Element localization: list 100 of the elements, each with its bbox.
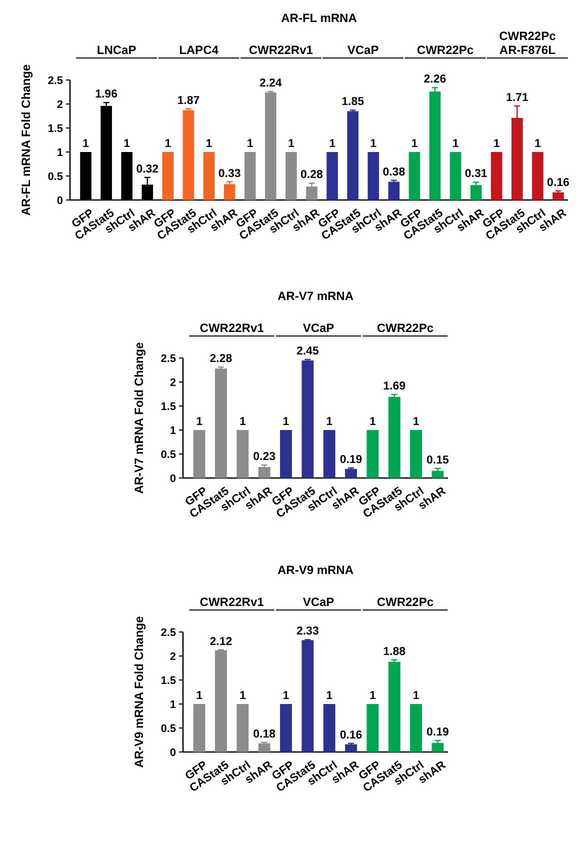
data-label: 0.32 [136,163,159,176]
data-label: 1 [246,138,254,150]
data-label: 1 [196,416,204,428]
data-label: 1 [369,416,376,428]
bar [162,152,174,200]
text: VCaP [302,321,334,335]
bar [388,662,400,752]
bar [323,430,336,478]
y-tick-label: 1 [170,698,176,711]
y-axis-title: AR-FL mRNA Fold Change [19,64,33,216]
data-label: 0.19 [340,454,362,466]
text: VCaP [347,43,379,57]
y-tick-label: 2 [56,98,63,111]
data-label: 1.87 [177,94,200,107]
bar [345,468,357,478]
text: LAPC4 [179,43,219,57]
bar [432,742,444,752]
y-axis-title: AR-V7 mRNA Fold Change [132,342,146,494]
data-label: 1.69 [383,380,406,392]
data-label: 1 [534,138,542,150]
y-tick-label: 0 [170,472,176,485]
data-label: 0.31 [464,168,488,180]
bar [368,152,380,200]
bar [366,704,379,752]
chart-title: AR-V7 mRNA [277,289,354,303]
data-label: 1 [196,690,204,702]
data-label: 2.12 [210,636,232,648]
data-label: 1 [239,416,246,428]
bar [345,744,357,752]
y-axis-title: AR-V9 mRNA Fold Change [132,616,146,768]
bar [429,92,441,200]
data-label: 0.38 [382,166,406,178]
text: CWR22Pc [416,43,474,57]
bar [302,640,314,752]
data-label: 1 [326,690,334,702]
data-label: 1 [369,690,376,702]
bar [182,110,194,200]
data-label: 0.15 [426,454,450,466]
data-label: 1 [282,690,290,702]
data-label: 1 [288,138,295,150]
y-tick-label: 0.5 [160,722,176,735]
bar [410,704,422,752]
text: CWR22Pc [376,321,434,335]
data-label: 2.24 [259,78,282,90]
y-tick-label: 1 [170,424,176,437]
y-tick-label: 1.5 [160,674,176,687]
data-label: 1 [412,416,420,428]
bar [236,430,249,478]
y-tick-label: 0.5 [48,170,63,183]
y-tick-label: 2 [170,650,176,663]
bar [203,152,215,200]
text: LNCaP [96,43,136,57]
chart-title: AR-FL mRNA [281,11,358,25]
data-label: 1 [329,138,336,150]
bar [280,430,292,478]
y-tick-label: 2.5 [160,352,176,365]
data-label: 2.45 [296,345,320,358]
bar [408,152,420,200]
data-label: 1.88 [383,646,406,658]
chart-title: AR-V9 mRNA [277,563,354,577]
data-label: 1 [452,138,460,150]
text: CWR22Pc AR-F876L [499,29,556,57]
y-tick-label: 0 [170,746,176,759]
bar [388,182,400,200]
data-label: 1.85 [342,96,365,108]
bar [193,704,206,752]
bar [306,186,318,200]
data-label: 1 [206,138,213,150]
data-label: 1 [282,416,290,428]
data-label: 1 [239,690,246,702]
data-label: 1 [412,690,420,702]
data-label: 0.19 [426,726,449,738]
bar [244,152,256,200]
bar [215,650,227,752]
y-tick-label: 2.5 [160,626,176,639]
data-label: 1.96 [95,88,118,101]
bar [490,152,502,200]
bar [323,704,336,752]
bar [532,152,544,200]
bar [224,184,236,200]
y-tick-label: 0 [56,194,63,207]
bar [432,470,444,478]
data-label: 2.28 [210,353,233,366]
data-label: 1 [124,138,131,150]
data-label: 1 [411,138,418,150]
bar [258,743,270,752]
y-tick-label: 1.5 [48,122,63,135]
bar [347,111,358,200]
bar [326,152,338,200]
data-label: 0.18 [253,728,276,740]
text: VCaP [302,595,334,609]
data-label: 2.33 [296,626,319,638]
bar [193,430,206,478]
bar [258,466,270,478]
bar [302,360,314,478]
data-label: 0.16 [547,176,570,189]
data-label: 0.16 [340,729,362,742]
data-label: 0.33 [218,168,241,180]
y-tick-label: 2 [170,376,176,389]
bar [286,152,297,200]
